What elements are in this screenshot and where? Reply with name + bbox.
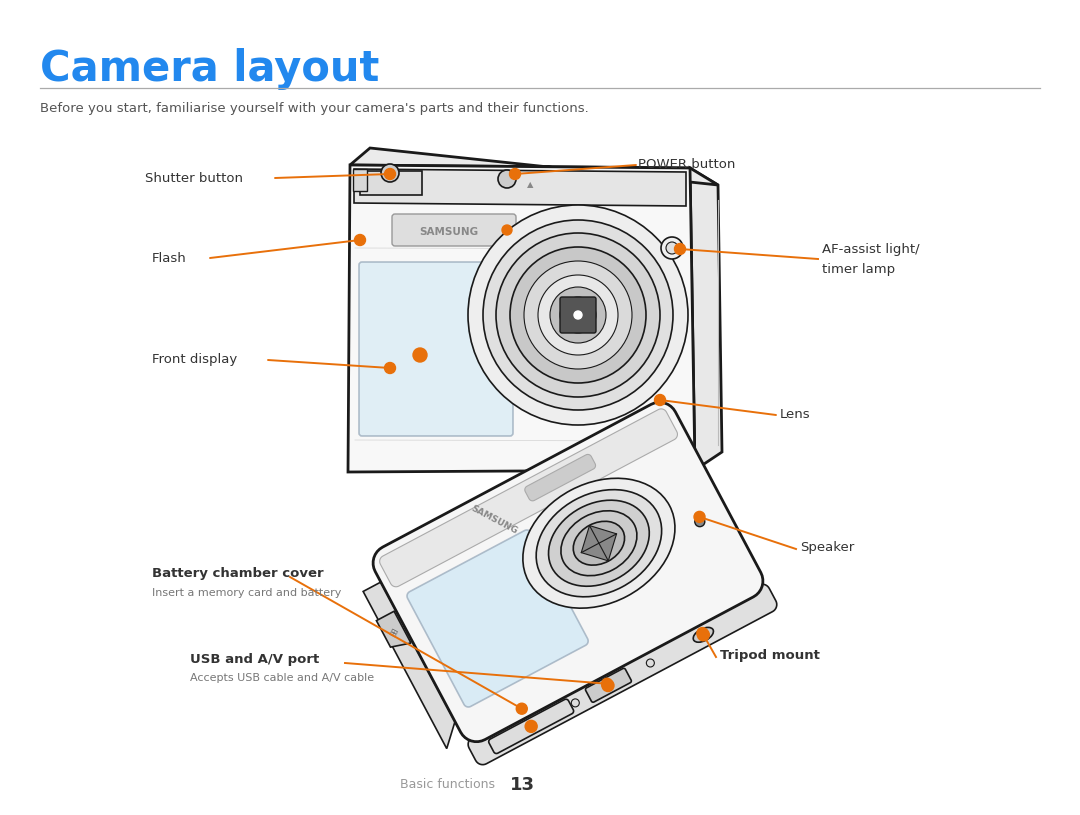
Circle shape <box>381 164 399 182</box>
Circle shape <box>510 169 521 179</box>
Text: timer lamp: timer lamp <box>822 263 895 276</box>
Circle shape <box>483 220 673 410</box>
Ellipse shape <box>536 490 662 597</box>
Text: USB and A/V port: USB and A/V port <box>190 654 320 667</box>
Text: Speaker: Speaker <box>800 541 854 554</box>
Text: Battery chamber cover: Battery chamber cover <box>152 566 324 579</box>
Polygon shape <box>350 148 718 185</box>
Text: AF-assist light/: AF-assist light/ <box>822 244 920 257</box>
FancyBboxPatch shape <box>359 262 513 436</box>
Circle shape <box>646 659 654 667</box>
Circle shape <box>697 628 707 638</box>
Polygon shape <box>354 169 686 206</box>
Circle shape <box>496 233 660 397</box>
Text: POWER button: POWER button <box>638 158 735 171</box>
Circle shape <box>550 287 606 343</box>
Circle shape <box>654 394 665 406</box>
Ellipse shape <box>549 500 649 586</box>
Ellipse shape <box>573 522 624 565</box>
Text: SAMSUNG: SAMSUNG <box>469 504 518 535</box>
Text: Basic functions: Basic functions <box>400 778 495 791</box>
Text: ▲: ▲ <box>527 180 534 190</box>
Circle shape <box>502 225 512 235</box>
Polygon shape <box>377 611 411 647</box>
Circle shape <box>498 170 516 188</box>
Text: Camera layout: Camera layout <box>40 48 379 90</box>
Circle shape <box>524 261 632 369</box>
Text: Accepts USB cable and A/V cable: Accepts USB cable and A/V cable <box>190 673 374 683</box>
Text: Tripod mount: Tripod mount <box>720 649 820 662</box>
FancyBboxPatch shape <box>392 214 516 246</box>
FancyBboxPatch shape <box>561 297 596 333</box>
Ellipse shape <box>523 478 675 608</box>
Circle shape <box>698 629 710 641</box>
Text: SAMSUNG: SAMSUNG <box>419 227 478 237</box>
Circle shape <box>694 517 705 526</box>
Polygon shape <box>585 668 632 703</box>
Circle shape <box>538 275 618 355</box>
Circle shape <box>516 703 527 714</box>
Circle shape <box>675 244 686 254</box>
Circle shape <box>468 205 688 425</box>
Circle shape <box>384 169 395 179</box>
Circle shape <box>602 678 612 689</box>
Text: Front display: Front display <box>152 354 238 367</box>
Polygon shape <box>348 165 696 472</box>
Text: ⊞: ⊞ <box>386 627 397 639</box>
Circle shape <box>568 305 588 325</box>
Circle shape <box>525 720 537 733</box>
Polygon shape <box>690 168 723 470</box>
Circle shape <box>354 235 365 245</box>
Circle shape <box>661 237 683 259</box>
Text: Insert a memory card and battery: Insert a memory card and battery <box>152 588 341 598</box>
Circle shape <box>573 311 582 319</box>
Circle shape <box>384 363 395 373</box>
Text: Shutter button: Shutter button <box>145 171 243 184</box>
Circle shape <box>666 242 678 254</box>
Text: Lens: Lens <box>780 408 811 421</box>
Polygon shape <box>489 699 573 754</box>
Text: Before you start, familiarise yourself with your camera's parts and their functi: Before you start, familiarise yourself w… <box>40 102 589 115</box>
Text: 13: 13 <box>510 776 535 794</box>
Bar <box>360 171 422 195</box>
Circle shape <box>413 348 427 362</box>
Polygon shape <box>468 584 777 764</box>
Circle shape <box>510 247 646 383</box>
Bar <box>353 169 367 191</box>
Ellipse shape <box>693 628 714 642</box>
Circle shape <box>561 297 596 333</box>
Circle shape <box>571 699 579 707</box>
Circle shape <box>602 680 613 691</box>
Text: Flash: Flash <box>152 252 187 265</box>
Polygon shape <box>363 582 455 749</box>
Polygon shape <box>380 409 677 587</box>
Polygon shape <box>581 526 617 561</box>
Polygon shape <box>525 455 595 501</box>
Polygon shape <box>374 403 762 742</box>
Polygon shape <box>407 530 589 707</box>
Ellipse shape <box>561 511 637 575</box>
Circle shape <box>694 511 705 522</box>
